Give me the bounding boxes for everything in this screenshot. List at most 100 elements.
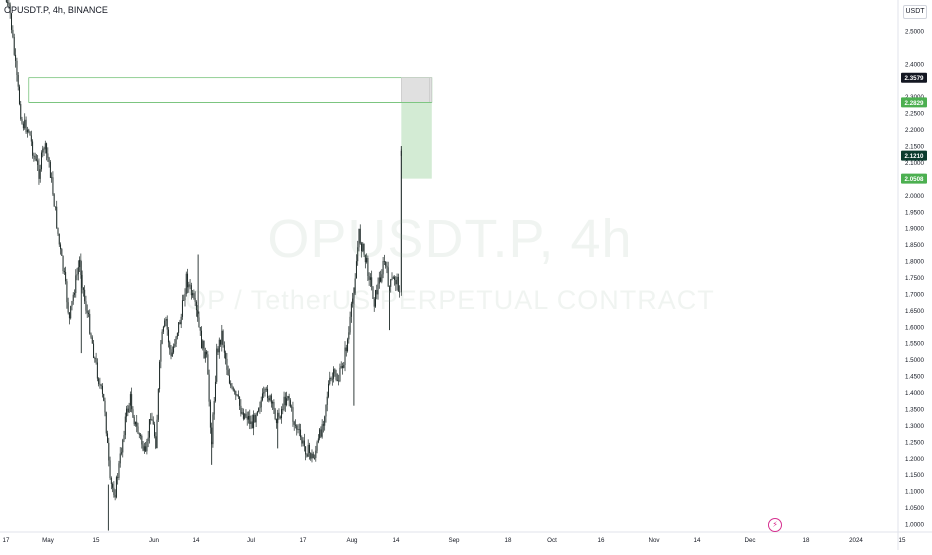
candle-body xyxy=(345,347,347,352)
candle-body xyxy=(75,275,77,294)
x-tick-label: 15 xyxy=(899,537,906,544)
candle-body xyxy=(263,392,265,394)
y-tick-label: 1.0000 xyxy=(905,522,924,529)
candle-body xyxy=(114,494,116,498)
candle-body xyxy=(259,407,261,409)
candle-body xyxy=(175,336,177,344)
candle-body xyxy=(159,361,161,389)
resistance-zone-highlight xyxy=(401,77,433,103)
candle-body xyxy=(54,206,56,208)
candle-body xyxy=(336,379,338,381)
lightning-icon[interactable]: ⚡ xyxy=(768,518,782,532)
candle-body xyxy=(315,450,317,458)
candle-body xyxy=(240,405,242,414)
candle-body xyxy=(60,244,62,250)
currency-button[interactable]: USDT xyxy=(903,5,927,19)
candle-body xyxy=(281,409,283,419)
candle-body xyxy=(47,153,49,158)
candle-body xyxy=(96,362,98,379)
candle-body xyxy=(94,357,96,359)
candle-body xyxy=(146,440,148,452)
candle-body xyxy=(294,424,296,426)
candle-body xyxy=(138,433,140,435)
candle-body xyxy=(297,429,299,430)
candle-body xyxy=(150,419,152,420)
y-tick-label: 1.2000 xyxy=(905,456,924,463)
candle-body xyxy=(293,421,295,425)
x-tick-label: 14 xyxy=(694,537,701,544)
candle-body xyxy=(254,414,256,423)
y-tick-label: 2.1500 xyxy=(905,144,924,151)
candle-body xyxy=(49,162,51,178)
candle-body xyxy=(5,0,7,3)
candle-body xyxy=(131,394,133,410)
x-tick-label: 17 xyxy=(300,537,307,544)
x-tick-label: 18 xyxy=(803,537,810,544)
candle-body xyxy=(292,407,294,422)
candle-body xyxy=(194,298,196,302)
candle-body xyxy=(71,301,73,307)
candle-body xyxy=(67,302,69,313)
symbol-header[interactable]: OPUSDT.P, 4h, BINANCE xyxy=(4,5,108,15)
candle-body xyxy=(321,424,323,437)
candle-body xyxy=(273,402,275,410)
candle-body xyxy=(103,393,105,401)
x-tick-label: Aug xyxy=(346,537,358,544)
candle-body xyxy=(317,438,319,443)
candle-body xyxy=(101,385,103,394)
candle-body xyxy=(242,412,244,419)
candle-body xyxy=(169,342,171,350)
candle-body xyxy=(274,409,276,420)
candle-body xyxy=(307,444,309,457)
candle-body xyxy=(328,383,330,397)
candle-body xyxy=(40,152,42,170)
candle-body xyxy=(244,413,246,419)
candle-body xyxy=(340,366,342,368)
candle-body xyxy=(37,160,39,166)
candle-body xyxy=(206,351,208,355)
price-badge xyxy=(901,72,927,83)
x-tick-label: Jun xyxy=(149,537,160,544)
candle-body xyxy=(42,148,44,153)
candle-body xyxy=(237,394,239,397)
candle-body xyxy=(235,391,237,396)
y-tick-label: 2.4000 xyxy=(905,61,924,68)
candle-body xyxy=(70,306,72,319)
x-tick-label: 14 xyxy=(393,537,400,544)
candle-body xyxy=(348,332,350,340)
candle-body xyxy=(137,426,139,434)
candle-body xyxy=(51,177,53,179)
price-badge-label: 2.3579 xyxy=(905,75,924,82)
candle-body xyxy=(34,155,36,160)
candle-body xyxy=(378,277,380,284)
candle-body xyxy=(20,104,22,120)
candle-body xyxy=(141,435,143,445)
candle-body xyxy=(363,243,365,255)
candle-body xyxy=(181,300,183,317)
candle-body xyxy=(91,337,93,344)
candle-body xyxy=(361,243,363,252)
candle-body xyxy=(230,383,232,386)
candle-body xyxy=(115,477,117,498)
candle-body xyxy=(117,477,119,478)
candle-body xyxy=(87,312,89,314)
candle-body xyxy=(204,351,206,359)
candle-body xyxy=(399,291,401,293)
candle-body xyxy=(339,367,341,382)
candle-body xyxy=(333,369,335,379)
candle-body xyxy=(396,276,398,285)
x-tick-label: Sep xyxy=(448,537,460,544)
candle-body xyxy=(324,416,326,426)
candle-body xyxy=(249,415,251,424)
candle-body xyxy=(214,381,216,402)
candle-body xyxy=(105,412,107,434)
candle-body xyxy=(217,348,219,353)
candle-body xyxy=(57,227,59,234)
candle-body xyxy=(38,165,40,179)
x-tick-label: Jul xyxy=(247,537,255,544)
y-tick-label: 1.6000 xyxy=(905,324,924,331)
candle-body xyxy=(25,119,27,133)
candle-body xyxy=(140,434,142,436)
candle-body xyxy=(355,261,357,279)
candle-body xyxy=(344,347,346,365)
